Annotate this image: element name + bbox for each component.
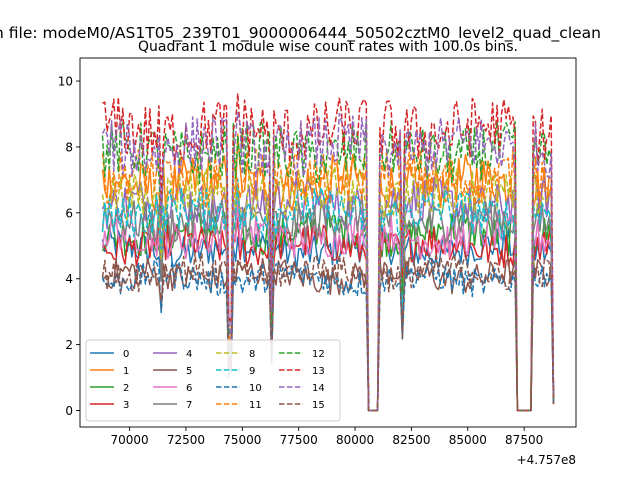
x-tick-label: 72500 [167, 433, 205, 447]
x-tick-label: 87500 [505, 433, 543, 447]
series-line-1 [101, 133, 555, 412]
legend-label-11: 11 [249, 400, 262, 411]
series-line-12 [101, 120, 555, 412]
x-tick-label: 77500 [280, 433, 318, 447]
legend-label-13: 13 [312, 366, 325, 377]
legend-box [85, 339, 341, 422]
legend-label-0: 0 [123, 349, 129, 360]
x-tick-label: 75000 [223, 433, 261, 447]
x-tick-label: 80000 [336, 433, 374, 447]
x-axis: 70000 72500 75000 77500 80000 82500 85000 87500 [111, 427, 543, 447]
legend-label-15: 15 [312, 400, 325, 411]
chart-title: Quadrant 1 module wise count rates with … [138, 39, 518, 55]
x-offset-label: +4.757e8 [517, 453, 576, 467]
y-tick-label: 6 [65, 206, 73, 220]
legend-label-5: 5 [186, 366, 192, 377]
legend-label-12: 12 [312, 349, 325, 360]
legend-label-10: 10 [249, 383, 262, 394]
y-tick-label: 0 [65, 404, 73, 418]
x-tick-label: 82500 [392, 433, 430, 447]
x-tick-label: 85000 [449, 433, 487, 447]
series-line-7 [101, 183, 555, 412]
legend-label-4: 4 [186, 349, 192, 360]
legend-label-1: 1 [123, 366, 129, 377]
legend-label-3: 3 [123, 400, 129, 411]
series-layer [101, 92, 555, 412]
y-tick-label: 10 [58, 75, 73, 89]
series-line-15 [101, 252, 555, 412]
plot-frame [79, 57, 577, 428]
series-line-5 [101, 257, 555, 412]
y-axis: 0 2 4 6 8 10 [58, 75, 80, 418]
legend-label-7: 7 [186, 400, 192, 411]
x-tick-label: 70000 [111, 433, 149, 447]
legend-label-6: 6 [186, 383, 192, 394]
series-line-11 [101, 146, 555, 412]
y-tick-label: 8 [65, 140, 73, 154]
y-tick-label: 4 [65, 272, 73, 286]
series-line-9 [101, 178, 555, 412]
legend-label-9: 9 [249, 366, 255, 377]
series-line-14 [101, 112, 555, 412]
legend-label-8: 8 [249, 349, 255, 360]
suptitle: n file: modeM0/AS1T05_239T01_9000006444_… [0, 24, 601, 43]
y-tick-label: 2 [65, 338, 73, 352]
legend-label-14: 14 [312, 383, 325, 394]
legend-label-2: 2 [123, 383, 129, 394]
